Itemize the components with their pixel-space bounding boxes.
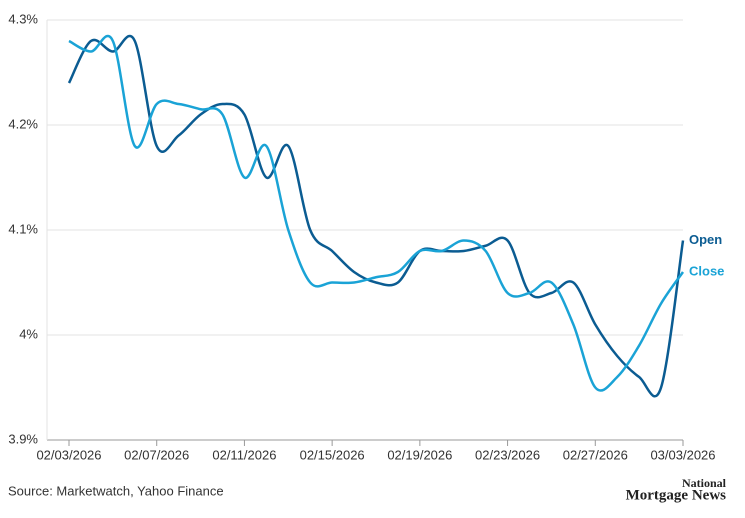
logo-bottom: Mortgage News — [626, 487, 727, 503]
y-tick-label: 4.1% — [8, 221, 38, 236]
x-tick-label: 02/03/2026 — [36, 447, 101, 462]
y-tick-label: 4.2% — [8, 116, 38, 131]
line-series — [67, 34, 685, 398]
x-tick-label: 02/27/2026 — [563, 447, 628, 462]
x-tick-label: 03/03/2026 — [650, 447, 715, 462]
source: Source: Marketwatch, Yahoo Finance — [8, 483, 224, 498]
series-label: Close — [689, 263, 724, 278]
y-tick-label: 3.9% — [8, 431, 38, 446]
y-tick-label: 4% — [19, 326, 38, 341]
series-label: Open — [689, 232, 722, 247]
x-tick-label: 02/15/2026 — [300, 447, 365, 462]
x-tick-label: 02/23/2026 — [475, 447, 540, 462]
line-series — [68, 34, 685, 392]
y-tick-label: 4.3% — [8, 11, 38, 26]
logo-top: National — [682, 476, 727, 490]
x-tick-label: 02/07/2026 — [124, 447, 189, 462]
x-tick-label: 02/11/2026 — [212, 447, 276, 462]
x-tick-label: 02/19/2026 — [387, 447, 452, 462]
